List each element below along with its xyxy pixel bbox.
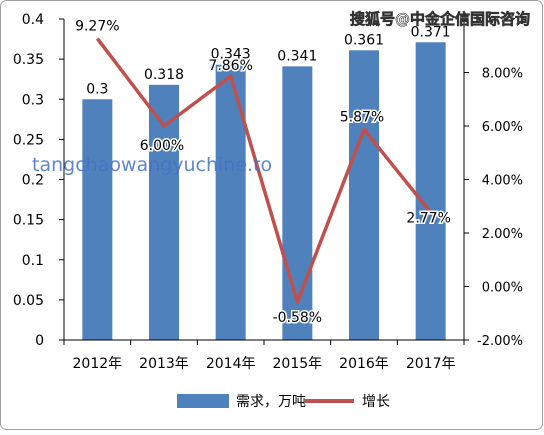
bar-data-label: 0.371: [411, 24, 451, 40]
line-data-label: 7.86%: [208, 58, 252, 74]
watermark-top: 搜狐号@中金企信国际咨询: [350, 10, 530, 28]
watermark-mid: tangchaowangyuchine.to: [32, 154, 272, 176]
bar-1: [149, 84, 179, 341]
x-tick-label: 2016年: [339, 356, 389, 372]
x-tick-label: 2013年: [139, 356, 189, 372]
x-tick-label: 2015年: [273, 356, 323, 372]
y-right-tick-label: 0.00%: [482, 281, 523, 296]
y-left-tick-label: 0.15: [13, 213, 44, 229]
y-right-tick-label: -2.00%: [477, 334, 523, 349]
line-data-label: 5.87%: [340, 109, 384, 125]
y-left-tick-label: 0.25: [13, 132, 44, 148]
y-left-tick-label: 0.3: [22, 92, 44, 108]
y-left-tick-label: 0: [35, 333, 44, 349]
bar-data-label: 0.3: [86, 81, 108, 97]
bar-5: [415, 42, 446, 341]
y-right-tick-label: 2.00%: [482, 227, 523, 242]
bar-data-label: 0.361: [344, 32, 384, 48]
y-left-tick-label: 0.4: [22, 12, 44, 28]
bar-3: [282, 66, 313, 340]
bar-data-label: 0.341: [277, 48, 317, 64]
legend-label-bar: 需求，万吨: [236, 394, 306, 410]
growth-line: [95, 37, 433, 304]
line-data-label: -0.58%: [273, 310, 323, 326]
y-right-tick-label: 8.00%: [482, 67, 523, 82]
line-data-label: 6.00%: [140, 138, 184, 154]
y-left-tick-label: 0.05: [13, 293, 44, 309]
bar-0: [82, 99, 113, 340]
bar-4: [349, 50, 379, 341]
legend-label-line: 增长: [362, 394, 390, 410]
legend-swatch-bar: [177, 394, 229, 408]
y-right-tick-label: 6.00%: [482, 120, 523, 135]
x-tick-label: 2014年: [206, 356, 256, 372]
x-tick-label: 2012年: [73, 356, 123, 372]
x-tick-label: 2017年: [406, 356, 456, 372]
line-data-label: 2.77%: [406, 210, 450, 226]
bar-data-label: 0.318: [144, 67, 184, 83]
y-right-tick-label: 4.00%: [482, 174, 523, 189]
y-left-tick-label: 0.1: [22, 253, 44, 269]
y-left-tick-label: 0.2: [22, 173, 44, 189]
line-data-label: 9.27%: [75, 19, 119, 35]
y-left-tick-label: 0.35: [13, 52, 44, 68]
bar-data-label: 0.343: [211, 47, 251, 63]
